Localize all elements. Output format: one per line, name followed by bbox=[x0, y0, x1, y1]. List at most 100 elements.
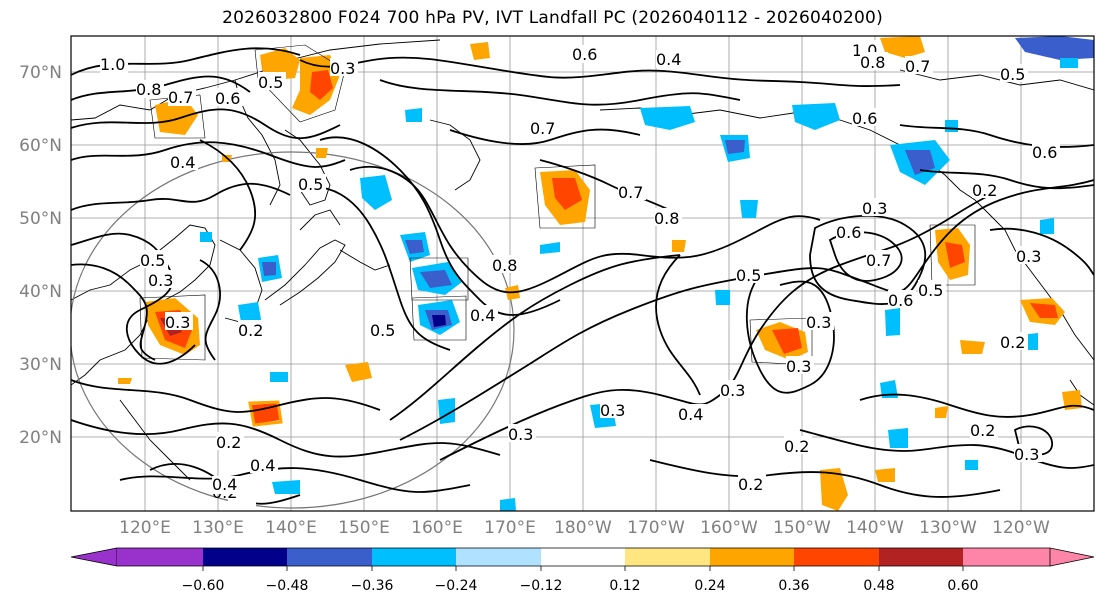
contour-label: 0.5 bbox=[736, 266, 761, 285]
colorbar-tick-label: −0.24 bbox=[435, 578, 478, 594]
lon-label: 180°W bbox=[554, 518, 612, 538]
contour-label: 0.3 bbox=[786, 357, 811, 376]
colorbar-segment bbox=[879, 548, 963, 566]
contour-label: 0.2 bbox=[238, 321, 263, 340]
contour-label: 0.3 bbox=[1014, 445, 1039, 464]
contour-label: 0.2 bbox=[970, 421, 995, 440]
contour-label: 0.6 bbox=[572, 45, 597, 64]
contour-label: 0.7 bbox=[866, 251, 891, 270]
contour-label: 0.4 bbox=[250, 456, 275, 475]
contour-label: 0.3 bbox=[165, 313, 190, 332]
colorbar-tick-label: −0.60 bbox=[182, 578, 225, 594]
lat-label: 60°N bbox=[19, 136, 62, 156]
map-frame bbox=[70, 35, 1095, 512]
lon-label: 160°E bbox=[411, 518, 463, 538]
contour-label: 0.6 bbox=[852, 109, 877, 128]
contour-label: 0.3 bbox=[148, 271, 173, 290]
lat-label: 50°N bbox=[19, 209, 62, 229]
contour-label: 0.2 bbox=[1000, 333, 1025, 352]
colorbar-segment bbox=[117, 548, 203, 566]
contour-label: 0.6 bbox=[888, 291, 913, 310]
contour-label: 0.2 bbox=[216, 433, 241, 452]
colorbar-tick-label: 0.36 bbox=[778, 578, 809, 594]
lon-label: 150°E bbox=[338, 518, 390, 538]
colorbar-tick-label: 0.24 bbox=[694, 578, 725, 594]
colorbar: −0.60 −0.48 −0.36 −0.24 −0.12 0.12 0.24 … bbox=[70, 547, 1095, 594]
map-background bbox=[71, 36, 1094, 511]
contour-label: 0.5 bbox=[1000, 65, 1025, 84]
contour-label: 0.2 bbox=[784, 437, 809, 456]
gridlines bbox=[71, 36, 1094, 511]
contour-label: 0.3 bbox=[508, 425, 533, 444]
latitude-labels: 70°N 60°N 50°N 40°N 30°N 20°N bbox=[19, 63, 62, 448]
lon-label: 130°W bbox=[919, 518, 977, 538]
lon-label: 130°E bbox=[192, 518, 244, 538]
lon-label: 170°W bbox=[627, 518, 685, 538]
lon-label: 140°E bbox=[265, 518, 317, 538]
lat-label: 40°N bbox=[19, 282, 62, 302]
contour-label: 0.3 bbox=[720, 381, 745, 400]
lon-label: 140°W bbox=[846, 518, 904, 538]
lon-label: 120°W bbox=[992, 518, 1050, 538]
contour-label: 0.5 bbox=[298, 175, 323, 194]
contour-label: 0.6 bbox=[1032, 143, 1057, 162]
colorbar-tick-label: −0.48 bbox=[266, 578, 309, 594]
lat-label: 70°N bbox=[19, 63, 62, 83]
contour-label: 0.3 bbox=[330, 59, 355, 78]
colorbar-segment bbox=[287, 548, 372, 566]
colorbar-segment bbox=[541, 548, 625, 566]
lat-label: 20°N bbox=[19, 428, 62, 448]
colorbar-segment bbox=[456, 548, 541, 566]
contour-label: 0.5 bbox=[370, 321, 395, 340]
contour-label: 0.8 bbox=[492, 256, 517, 275]
contour-label: 0.4 bbox=[170, 153, 195, 172]
contour-label: 0.5 bbox=[258, 73, 283, 92]
contour-label: 0.7 bbox=[905, 57, 930, 76]
contour-label: 0.5 bbox=[918, 281, 943, 300]
colorbar-segment bbox=[963, 548, 1050, 566]
colorbar-tick-label: 0.12 bbox=[609, 578, 640, 594]
contour-label: 0.8 bbox=[654, 209, 679, 228]
contour-label: 0.3 bbox=[862, 199, 887, 218]
colorbar-segment bbox=[70, 547, 118, 567]
lon-label: 170°E bbox=[484, 518, 536, 538]
contour-label: 0.7 bbox=[618, 183, 643, 202]
lon-label: 160°W bbox=[700, 518, 758, 538]
contour-labels: 1.0 0.8 0.7 0.5 0.6 0.3 0.4 0.6 0.4 1.0 … bbox=[100, 40, 1060, 510]
pv-contours bbox=[71, 47, 1094, 505]
colorbar-segment bbox=[710, 548, 794, 566]
contour-label: 0.3 bbox=[806, 313, 831, 332]
contour-label: 0.6 bbox=[836, 223, 861, 242]
colorbar-tick-label: 0.60 bbox=[947, 578, 978, 594]
colorbar-segment bbox=[203, 548, 287, 566]
contour-label: 0.4 bbox=[678, 405, 703, 424]
contour-label: 0.2 bbox=[972, 181, 997, 200]
longitude-labels: 120°E 130°E 140°E 150°E 160°E 170°E 180°… bbox=[119, 518, 1050, 538]
contour-label: 0.8 bbox=[136, 80, 161, 99]
contour-label: 0.8 bbox=[860, 53, 885, 72]
lat-label: 30°N bbox=[19, 355, 62, 375]
contour-label: 0.3 bbox=[1016, 247, 1041, 266]
contour-label: 0.7 bbox=[530, 119, 555, 138]
contour-label: 0.6 bbox=[215, 89, 240, 108]
contour-label: 0.3 bbox=[600, 401, 625, 420]
colorbar-tick-label: 0.48 bbox=[863, 578, 894, 594]
lon-label: 150°W bbox=[773, 518, 831, 538]
colorbar-tick-label: −0.12 bbox=[520, 578, 563, 594]
colorbar-segment bbox=[372, 548, 456, 566]
colorbar-segment bbox=[625, 548, 710, 566]
lon-label: 120°E bbox=[119, 518, 171, 538]
contour-label: 0.4 bbox=[656, 50, 681, 69]
colorbar-segment bbox=[1049, 547, 1095, 567]
colorbar-segment bbox=[794, 548, 879, 566]
contour-label: 1.0 bbox=[100, 55, 125, 74]
contour-label: 0.5 bbox=[140, 251, 165, 270]
reference-circle bbox=[71, 151, 515, 509]
colorbar-tick-label: −0.36 bbox=[351, 578, 394, 594]
contour-label: 0.7 bbox=[168, 88, 193, 107]
contour-label: 0.2 bbox=[738, 475, 763, 494]
map-title: 2026032800 F024 700 hPa PV, IVT Landfall… bbox=[222, 8, 883, 28]
contour-label: 0.4 bbox=[212, 475, 237, 494]
contour-label: 0.4 bbox=[470, 306, 495, 325]
